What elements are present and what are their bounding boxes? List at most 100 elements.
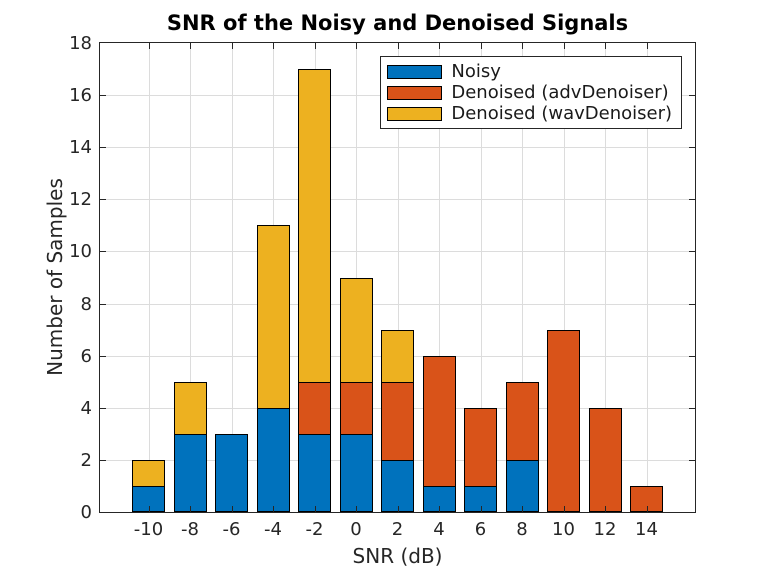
legend-swatch — [387, 85, 443, 100]
vertical-gridline — [646, 43, 648, 512]
legend-row: Denoised (advDenoiser) — [381, 82, 681, 103]
bar-segment — [339, 277, 373, 383]
y-tick-label: 16 — [69, 85, 92, 107]
x-tick-label: -10 — [133, 519, 164, 540]
bar-segment — [132, 459, 165, 487]
legend-swatch — [387, 64, 443, 79]
bar-segment — [381, 381, 414, 461]
bar-segment — [505, 381, 539, 461]
bar-segment — [215, 433, 248, 512]
x-axis-tick-top — [439, 43, 440, 49]
x-axis-tick-top — [480, 43, 482, 49]
y-axis-tick-right — [689, 251, 695, 253]
bar-segment — [588, 407, 622, 512]
y-axis-tick-right — [689, 407, 695, 409]
y-tick-label: 2 — [80, 449, 92, 471]
x-axis-tick — [397, 506, 399, 512]
y-tick-label: 10 — [69, 241, 92, 263]
x-tick-labels: -10 -8 -6 -4 -2 0 2 4 6 8 10 12 14 — [99, 519, 696, 541]
bar-segment — [339, 381, 373, 435]
x-axis-tick — [605, 506, 606, 512]
y-tick-label: 8 — [80, 293, 92, 315]
vertical-gridline — [190, 43, 191, 512]
legend-label: Denoised (advDenoiser) — [451, 82, 669, 103]
x-axis-tick-top — [397, 43, 399, 49]
x-tick-label: 14 — [635, 519, 658, 540]
x-tick-label: -8 — [181, 519, 199, 540]
plot-area: Noisy Denoised (advDenoiser) Denoised (wav… — [99, 42, 696, 513]
y-tick-label: 6 — [80, 345, 92, 367]
x-tick-label: 12 — [593, 519, 617, 540]
bar-segment — [381, 459, 414, 512]
y-axis-tick — [100, 407, 106, 409]
y-axis-tick-right — [689, 95, 695, 97]
x-axis-tick-top — [314, 43, 316, 49]
x-axis-tick-top — [273, 43, 274, 49]
x-tick-label: 6 — [474, 519, 487, 540]
chart-title: SNR of the Noisy and Denoised Signals — [166, 11, 629, 35]
axis-ticks-layer — [100, 43, 695, 512]
x-axis-tick-top — [148, 43, 150, 49]
y-axis-tick-right — [689, 355, 695, 357]
y-axis-tick — [100, 459, 106, 461]
y-axis-tick — [100, 251, 106, 253]
vertical-gridline — [605, 43, 606, 512]
legend-label: Noisy — [451, 61, 501, 82]
x-tick-label: -6 — [222, 519, 241, 540]
x-axis-tick — [314, 506, 316, 512]
x-axis-tick — [439, 506, 440, 512]
legend-label: Denoised (wavDenoiser) — [451, 103, 672, 124]
y-axis-tick — [100, 95, 106, 97]
x-axis-tick-top — [563, 43, 565, 49]
bar-segment — [339, 433, 373, 512]
x-axis-tick — [563, 506, 565, 512]
legend-row: Noisy — [381, 61, 681, 82]
y-axis-tick — [100, 199, 106, 201]
vertical-gridline — [148, 43, 150, 512]
bar-segment — [464, 407, 497, 487]
x-tick-label: 10 — [552, 519, 575, 540]
y-axis-tick — [100, 355, 106, 357]
x-axis-label: SNR (dB) — [352, 544, 443, 568]
x-axis-tick — [190, 506, 191, 512]
bar-segment — [256, 225, 290, 409]
y-tick-labels: 0 2 4 6 8 10 12 14 16 18 — [0, 33, 92, 523]
y-axis-tick — [100, 303, 106, 305]
vertical-gridline — [231, 43, 233, 512]
y-tick-label: 14 — [69, 137, 92, 159]
bar-segment — [422, 355, 456, 487]
bars-layer — [100, 43, 695, 512]
x-axis-tick — [148, 506, 150, 512]
x-tick-label: 8 — [516, 519, 528, 540]
vertical-gridline — [563, 43, 565, 512]
x-axis-tick-top — [605, 43, 606, 49]
x-axis-tick — [273, 506, 274, 512]
y-axis-tick — [100, 147, 106, 149]
x-axis-tick-top — [646, 43, 648, 49]
y-axis-tick-right — [689, 459, 695, 461]
vertical-gridline — [356, 43, 357, 512]
x-axis-tick — [522, 506, 523, 512]
bar-segment — [173, 433, 207, 512]
vertical-gridline — [397, 43, 399, 512]
x-tick-label: -2 — [305, 519, 324, 540]
y-axis-tick-right — [689, 303, 695, 305]
vertical-gridline — [480, 43, 482, 512]
bar-segment — [505, 459, 539, 512]
legend: Noisy Denoised (advDenoiser) Denoised (wav… — [380, 56, 682, 129]
y-axis-tick-right — [689, 147, 695, 149]
x-axis-tick-top — [190, 43, 191, 49]
y-tick-label: 0 — [80, 502, 92, 523]
x-axis-tick — [480, 506, 482, 512]
x-axis-tick-top — [356, 43, 357, 49]
legend-swatch — [387, 106, 443, 121]
x-axis-tick-top — [231, 43, 233, 49]
legend-row: Denoised (wavDenoiser) — [381, 103, 681, 124]
x-tick-label: 2 — [391, 519, 404, 540]
y-axis-tick-right — [689, 199, 695, 201]
x-axis-tick — [231, 506, 233, 512]
y-tick-label: 4 — [80, 397, 92, 419]
bar-segment — [547, 329, 580, 512]
y-tick-label: 12 — [69, 189, 92, 211]
